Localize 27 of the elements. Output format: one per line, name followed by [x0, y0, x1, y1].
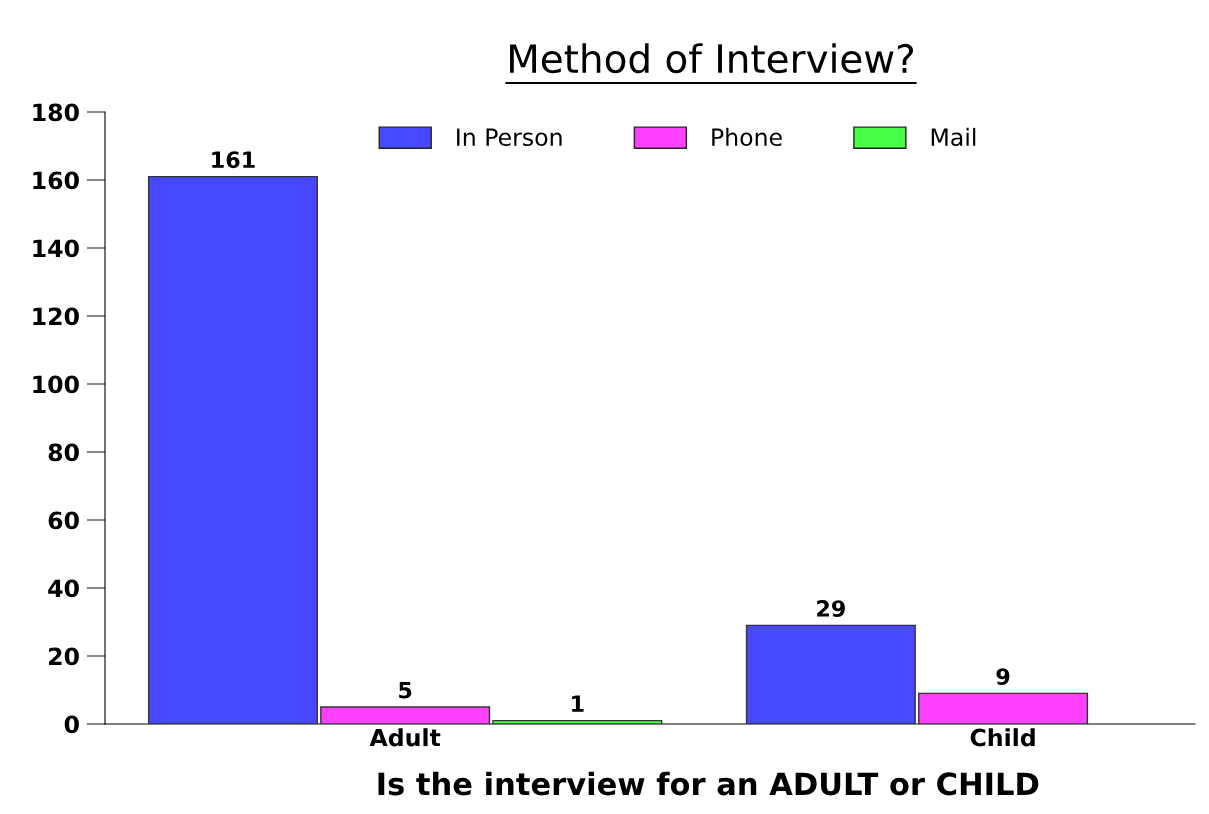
bar [745, 624, 916, 724]
y-tick-label: 20 [49, 647, 79, 666]
y-tick-label: 40 [48, 579, 79, 598]
legend-label: In Person [457, 128, 562, 147]
y-tick-label: 140 [33, 239, 79, 258]
bar [147, 175, 318, 724]
bar [320, 706, 491, 724]
y-tick-label: 60 [48, 511, 79, 530]
data-label: 9 [996, 668, 1010, 685]
data-label: 1 [572, 695, 584, 712]
legend-label: Phone [712, 127, 782, 147]
chart-title: Method of Interview? [510, 43, 914, 74]
data-label: 5 [399, 682, 412, 699]
y-tick-label: 100 [33, 375, 79, 394]
y-tick-label: 80 [48, 443, 79, 462]
x-tick-label: Adult [369, 728, 441, 747]
y-tick-label: 160 [33, 171, 79, 190]
x-axis-title: Is the interview for an ADULT or CHILD [378, 771, 1039, 796]
data-label: 29 [817, 600, 845, 617]
y-tick-label: 180 [33, 103, 79, 122]
y-tick-label: 0 [64, 715, 79, 734]
legend-label: Mail [931, 127, 976, 147]
data-label: 161 [212, 151, 255, 169]
bar [918, 692, 1089, 724]
y-tick-label: 120 [33, 307, 79, 326]
x-tick-label: Child [970, 728, 1035, 747]
bar [492, 719, 663, 724]
